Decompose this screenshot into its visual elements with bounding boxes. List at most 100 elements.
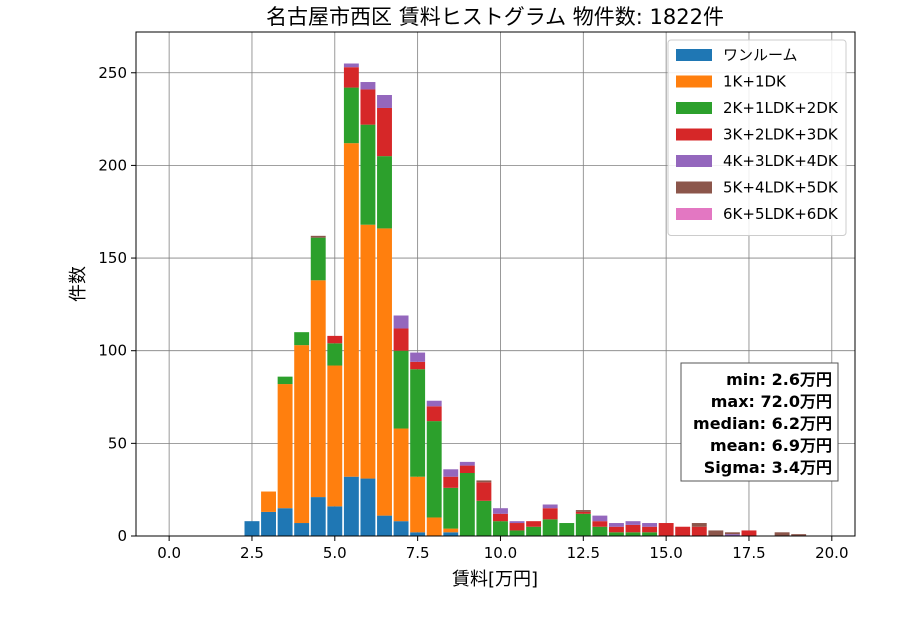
bar-segment-3 <box>608 532 624 536</box>
bar-segment-5 <box>459 461 475 466</box>
x-axis-ticks: 0.0 2.5 5.0 7.5 10.0 12.5 15.0 17.5 20.0 <box>157 536 849 562</box>
bar-segment-2 <box>310 280 326 498</box>
bar-segment-1 <box>244 521 260 536</box>
stats-line: median: 6.2万円 <box>693 414 832 433</box>
bar-segment-3 <box>377 156 392 229</box>
stats-frame <box>680 362 839 482</box>
x-tick-label: 17.5 <box>732 544 765 562</box>
y-tick-label: 50 <box>108 434 127 452</box>
bar-segment-6 <box>575 510 591 512</box>
bar-segment-3 <box>294 332 310 346</box>
bar-segment-2 <box>360 224 376 479</box>
bar-segment-3 <box>559 523 575 536</box>
bar-segment-3 <box>476 500 492 536</box>
x-tick-label: 0.0 <box>157 544 181 562</box>
bar-segment-3 <box>625 532 641 536</box>
bar-segment-4 <box>343 67 359 88</box>
bar-segment-3 <box>575 513 591 536</box>
bar-segment-2 <box>377 228 392 516</box>
bar-segment-2 <box>277 384 293 509</box>
bar-segment-2 <box>294 345 310 524</box>
bar-segment-1 <box>343 476 359 536</box>
bar-segment-3 <box>642 532 658 536</box>
bar-segment-4 <box>360 89 376 125</box>
bar-segment-3 <box>443 487 459 529</box>
bar-segment-4 <box>741 530 757 536</box>
bar-segment-5 <box>377 95 392 108</box>
bar-segment-4 <box>459 465 475 473</box>
bar-segment-3 <box>410 369 426 477</box>
bar-segment-1 <box>410 532 426 536</box>
bar-segment-2 <box>393 428 409 522</box>
bar-segment-5 <box>426 400 442 407</box>
bar-segment-4 <box>608 526 624 533</box>
legend-label: 6K+5LDK+6DK <box>723 205 839 223</box>
bar-segment-5 <box>393 315 409 329</box>
legend-frame <box>667 39 847 236</box>
x-tick-label: 2.5 <box>240 544 264 562</box>
bar-segment-3 <box>509 530 525 536</box>
bar-segment-5 <box>625 521 641 525</box>
x-tick-label: 7.5 <box>406 544 430 562</box>
legend-swatch <box>676 208 712 220</box>
bar-segment-3 <box>542 519 558 536</box>
bar-segment-4 <box>393 328 409 351</box>
bar-segment-4 <box>691 526 707 536</box>
stats-line: mean: 6.9万円 <box>710 436 832 455</box>
bar-segment-4 <box>443 476 459 488</box>
bar-segment-4 <box>542 508 558 520</box>
bar-segment-6 <box>708 530 724 536</box>
bar-segment-5 <box>443 469 459 477</box>
legend-label: ワンルーム <box>723 46 798 64</box>
bar-segment-3 <box>592 526 608 536</box>
bar-segment-4 <box>658 523 674 536</box>
bar-segment-6 <box>774 532 790 536</box>
bar-segment-2 <box>261 491 276 512</box>
bar-segment-4 <box>476 482 492 501</box>
bar-segment-5 <box>724 534 740 536</box>
stats-box: min: 2.6万円 max: 72.0万円 median: 6.2万円 mean: … <box>680 362 839 482</box>
legend-swatch <box>676 102 712 114</box>
bar-segment-4 <box>426 406 442 422</box>
x-tick-label: 5.0 <box>323 544 347 562</box>
y-tick-label: 250 <box>98 64 127 82</box>
bar-segment-4 <box>377 107 392 157</box>
bar-segment-4 <box>526 521 542 527</box>
legend-swatch <box>676 49 712 61</box>
bar-segment-3 <box>327 343 343 366</box>
bar-segment-4 <box>410 361 426 370</box>
legend-swatch <box>676 75 712 88</box>
x-tick-label: 10.0 <box>484 544 517 562</box>
bar-segment-1 <box>294 523 310 536</box>
chart-title: 名古屋市西区 賃料ヒストグラム 物件数: 1822件 <box>266 5 724 29</box>
stats-line: max: 72.0万円 <box>711 392 832 411</box>
bar-segment-1 <box>327 506 343 536</box>
bar-segment-5 <box>509 521 525 524</box>
bar-segment-5 <box>592 515 608 522</box>
bar-segment-3 <box>526 526 542 536</box>
bars <box>244 63 807 536</box>
bar-segment-3 <box>493 521 508 536</box>
bar-segment-1 <box>310 497 326 536</box>
bar-segment-4 <box>327 335 343 344</box>
legend-label: 2K+1LDK+2DK <box>723 99 839 117</box>
x-tick-label: 15.0 <box>649 544 682 562</box>
bar-segment-4 <box>575 511 591 514</box>
y-tick-label: 100 <box>98 342 127 360</box>
y-axis-ticks: 0 50 100 150 200 250 <box>98 64 136 545</box>
bar-segment-3 <box>277 376 293 385</box>
bar-segment-1 <box>261 511 276 536</box>
legend-swatch <box>676 155 712 167</box>
bar-segment-1 <box>393 521 409 536</box>
bar-segment-5 <box>360 82 376 90</box>
legend: ワンルーム 1K+1DK 2K+1LDK+2DK 3K+2LDK+3DK 4K+3LDK… <box>667 39 847 236</box>
legend-swatch <box>676 128 712 141</box>
bar-segment-4 <box>509 523 525 531</box>
bar-segment-3 <box>426 421 442 518</box>
bar-segment-4 <box>493 513 508 522</box>
plot-frame <box>135 31 856 537</box>
bar-segment-5 <box>493 508 508 514</box>
legend-label: 1K+1DK <box>723 73 787 91</box>
